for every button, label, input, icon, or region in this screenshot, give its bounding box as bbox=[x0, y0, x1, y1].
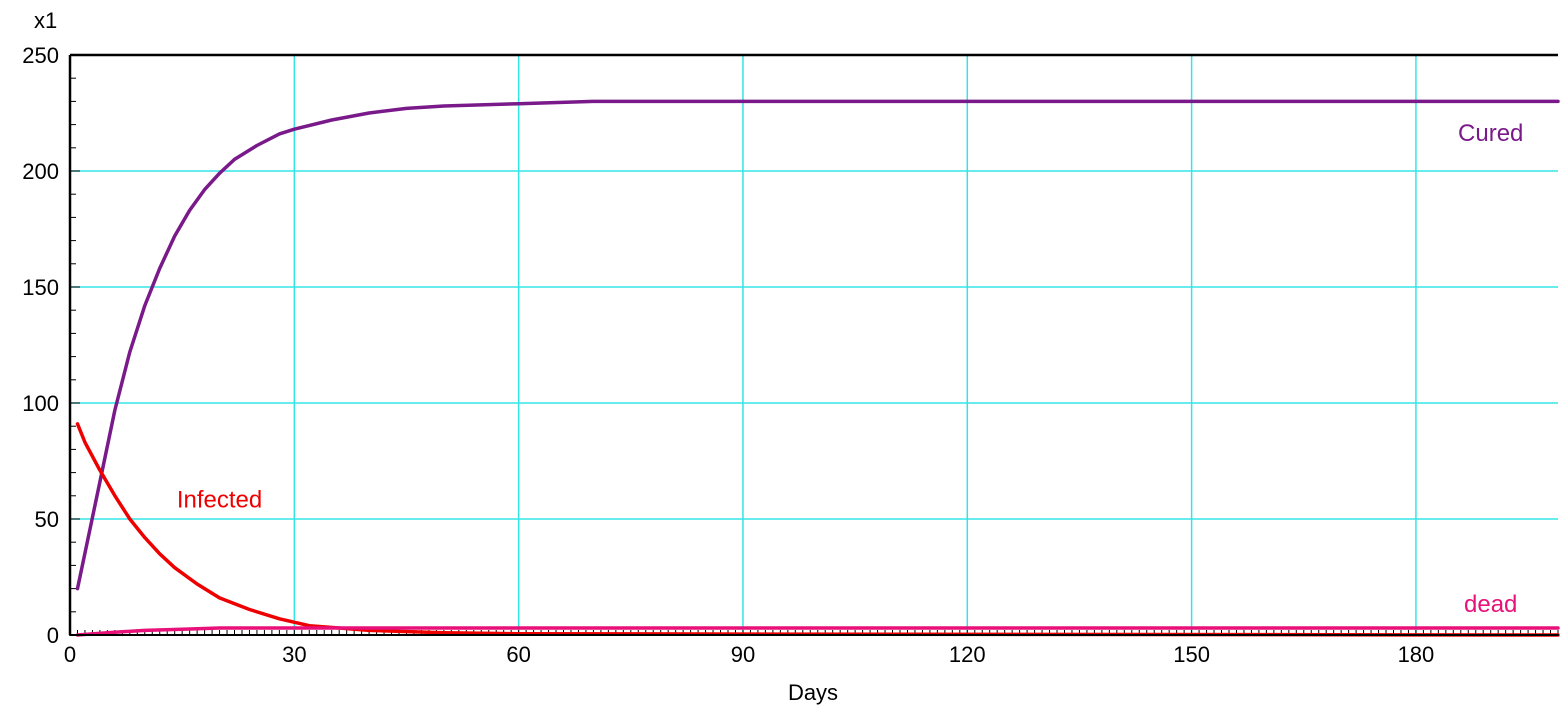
x-tick-label: 150 bbox=[1173, 642, 1210, 667]
series-label-cured: Cured bbox=[1458, 120, 1523, 147]
y-tick-label: 50 bbox=[35, 507, 59, 532]
series-line-cured bbox=[75, 99, 1560, 591]
x-tick-label: 30 bbox=[282, 642, 306, 667]
y-axis-ticks: 0 50 100 150 200 250 bbox=[22, 43, 59, 648]
x-axis-title: Days bbox=[788, 680, 838, 705]
x-tick-label: 90 bbox=[731, 642, 755, 667]
grid-lines bbox=[70, 55, 1558, 635]
series-labels: Cured Infected dead bbox=[177, 120, 1524, 618]
y-tick-label: 250 bbox=[22, 43, 59, 68]
series-lines bbox=[69, 99, 1560, 637]
y-axis-multiplier: x1 bbox=[34, 8, 57, 33]
x-tick-label: 60 bbox=[506, 642, 530, 667]
series-label-dead: dead bbox=[1464, 591, 1517, 618]
x-tick-label: 180 bbox=[1398, 642, 1435, 667]
axis-minor-ticks bbox=[69, 54, 1559, 636]
y-tick-label: 150 bbox=[22, 275, 59, 300]
y-tick-label: 100 bbox=[22, 391, 59, 416]
x-axis-ticks: 0 30 60 90 120 150 180 bbox=[64, 642, 1434, 667]
y-tick-label: 200 bbox=[22, 159, 59, 184]
series-line-infected bbox=[75, 422, 1560, 637]
x-tick-label: 120 bbox=[949, 642, 986, 667]
series-label-infected: Infected bbox=[177, 486, 262, 513]
series-line-dead bbox=[75, 626, 1560, 637]
plot-frame bbox=[68, 53, 1558, 636]
x-tick-label: 0 bbox=[64, 642, 76, 667]
y-tick-label: 0 bbox=[47, 623, 59, 648]
